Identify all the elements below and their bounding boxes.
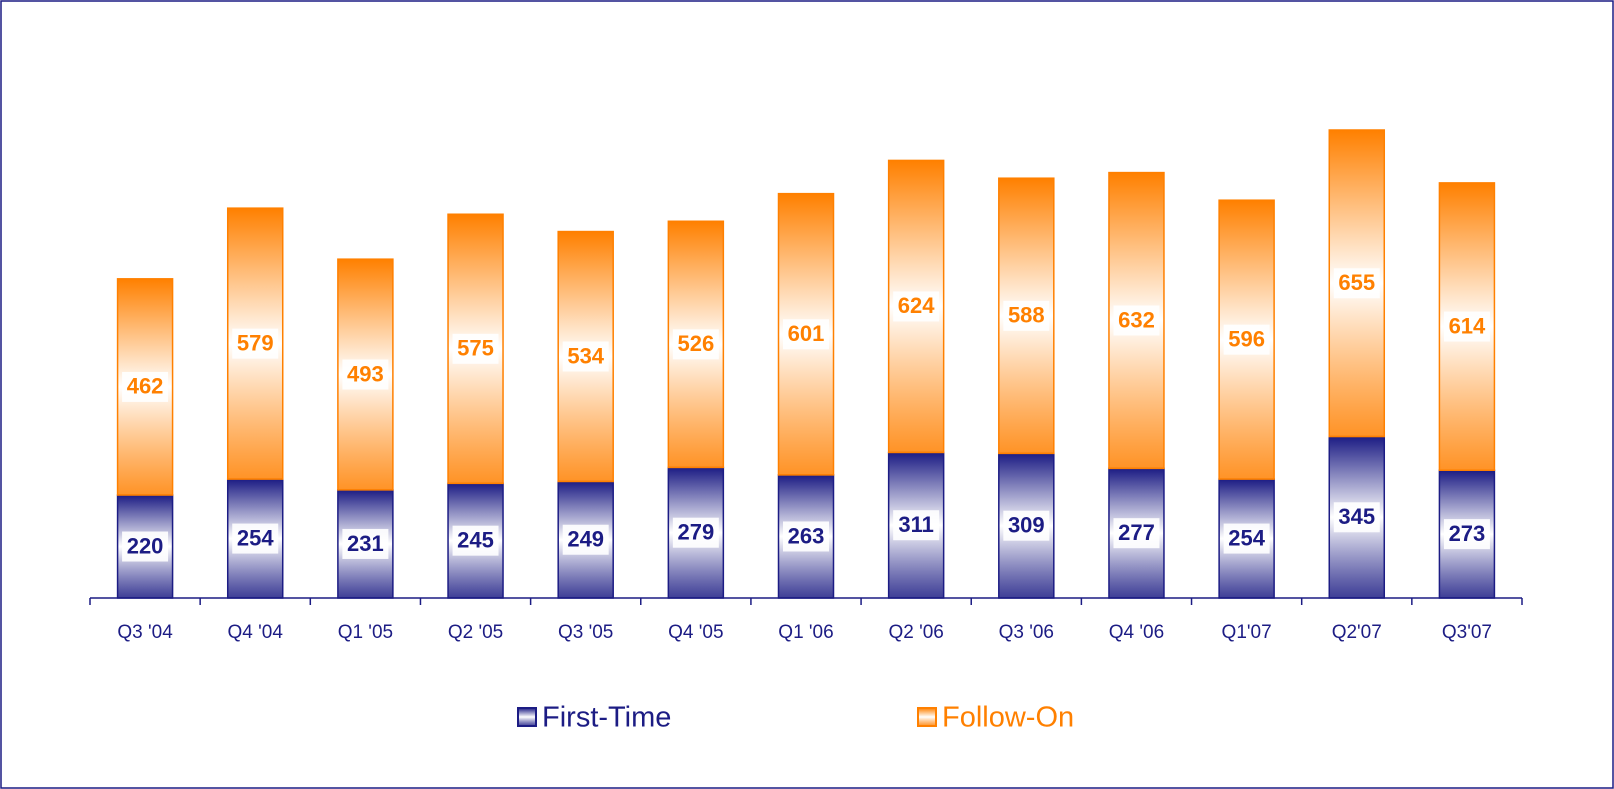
label-box xyxy=(452,333,499,364)
x-tick-label: Q1 '05 xyxy=(338,622,393,643)
legend-label: Follow-On xyxy=(942,702,1074,734)
label-box xyxy=(232,523,279,554)
data-label: 245 xyxy=(457,527,494,552)
x-tick-label: Q3 '06 xyxy=(999,622,1054,643)
x-tick-label: Q4 '04 xyxy=(228,622,284,643)
x-tick-label: Q2 '05 xyxy=(448,622,503,643)
label-box xyxy=(783,319,829,350)
data-label: 596 xyxy=(1228,326,1265,351)
data-label: 273 xyxy=(1449,521,1486,546)
label-box xyxy=(1223,523,1270,554)
data-label: 579 xyxy=(237,330,274,355)
data-label: 632 xyxy=(1118,307,1155,332)
label-box xyxy=(232,328,279,359)
label-box xyxy=(452,525,499,556)
data-label: 220 xyxy=(127,533,164,558)
label-box xyxy=(1443,311,1490,342)
legend-label: First-Time xyxy=(542,702,671,734)
data-label: 254 xyxy=(1228,525,1265,550)
label-box xyxy=(893,510,940,541)
label-box xyxy=(672,329,719,360)
label-box xyxy=(1003,510,1050,541)
data-label: 493 xyxy=(347,361,384,386)
data-label: 624 xyxy=(898,293,935,318)
label-box xyxy=(562,524,609,555)
data-label: 249 xyxy=(567,527,604,552)
data-label: 231 xyxy=(347,531,384,556)
data-label: 254 xyxy=(237,525,274,550)
label-box xyxy=(1223,324,1270,355)
x-tick-label: Q2'07 xyxy=(1332,622,1382,643)
label-box xyxy=(1333,502,1380,533)
label-box xyxy=(562,341,609,372)
legend-swatch xyxy=(517,707,537,727)
data-label: 601 xyxy=(788,321,825,346)
x-tick-label: Q2 '06 xyxy=(888,622,943,643)
x-tick-label: Q4 '05 xyxy=(668,622,723,643)
label-box xyxy=(893,291,940,322)
data-label: 279 xyxy=(677,520,714,545)
label-box xyxy=(783,521,829,552)
label-box xyxy=(1113,305,1160,336)
label-box xyxy=(342,528,389,559)
legend-swatch xyxy=(917,707,937,727)
data-label: 614 xyxy=(1449,313,1486,338)
x-tick-label: Q1'07 xyxy=(1222,622,1272,643)
label-box xyxy=(1443,519,1490,550)
data-label: 277 xyxy=(1118,520,1155,545)
x-tick-label: Q3'07 xyxy=(1442,622,1492,643)
label-box xyxy=(1003,300,1050,331)
x-tick-label: Q3 '04 xyxy=(117,622,173,643)
data-label: 462 xyxy=(127,374,164,399)
data-label: 588 xyxy=(1008,303,1045,328)
label-box xyxy=(122,371,169,402)
label-box xyxy=(672,517,719,548)
data-label: 534 xyxy=(567,343,604,368)
x-tick-label: Q3 '05 xyxy=(558,622,613,643)
data-label: 655 xyxy=(1338,270,1375,295)
label-box xyxy=(1333,268,1380,299)
data-label: 526 xyxy=(677,331,714,356)
label-box xyxy=(122,531,169,562)
data-label: 575 xyxy=(457,336,494,361)
data-label: 345 xyxy=(1338,504,1375,529)
x-tick-label: Q4 '06 xyxy=(1109,622,1164,643)
data-label: 311 xyxy=(898,512,934,537)
x-tick-label: Q1 '06 xyxy=(778,622,833,643)
label-box xyxy=(1113,518,1160,549)
data-label: 309 xyxy=(1008,513,1045,538)
label-box xyxy=(342,359,389,390)
data-label: 263 xyxy=(788,523,825,548)
